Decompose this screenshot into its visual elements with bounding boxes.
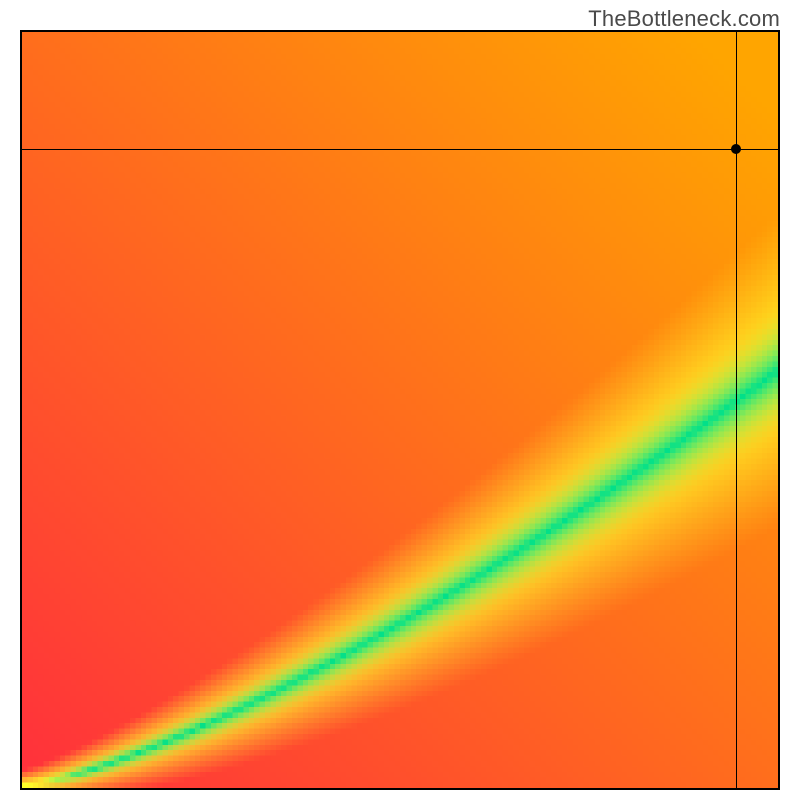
marker-dot — [731, 144, 741, 154]
heatmap-canvas — [22, 32, 778, 788]
watermark-text: TheBottleneck.com — [588, 6, 780, 32]
heatmap-plot — [20, 30, 780, 790]
crosshair-horizontal — [22, 149, 778, 150]
